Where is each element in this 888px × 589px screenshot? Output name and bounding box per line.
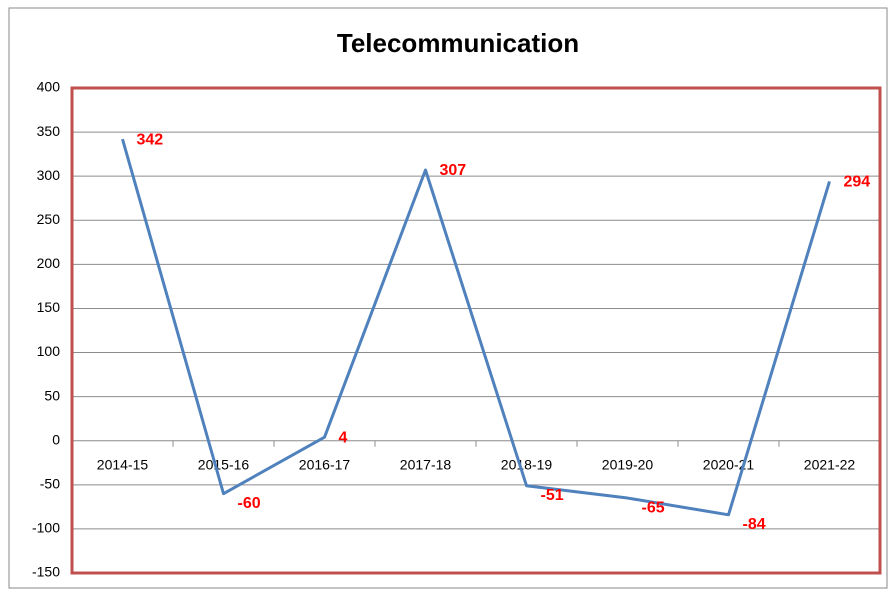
y-tick-label: 400	[37, 79, 61, 95]
y-tick-label: 100	[37, 343, 61, 359]
x-tick-label: 2019-20	[602, 456, 654, 472]
data-label: -84	[743, 516, 766, 533]
x-tick-label: 2021-22	[804, 456, 856, 472]
y-tick-label: 0	[52, 431, 60, 447]
chart-title: Telecommunication	[337, 28, 579, 58]
x-tick-label: 2015-16	[198, 456, 250, 472]
data-label: 307	[440, 162, 467, 179]
x-tick-label: 2018-19	[501, 456, 553, 472]
data-label: 294	[844, 174, 871, 191]
y-tick-label: 150	[37, 299, 61, 315]
plot-border	[70, 86, 882, 575]
data-label: 4	[339, 429, 348, 446]
x-tick-label: 2016-17	[299, 456, 351, 472]
data-label: 342	[137, 131, 164, 148]
y-tick-label: 250	[37, 211, 61, 227]
chart-frame	[8, 7, 888, 589]
data-label: -60	[238, 495, 261, 512]
y-tick-label: 50	[44, 387, 60, 403]
data-label: -51	[541, 487, 564, 504]
x-tick-label: 2017-18	[400, 456, 452, 472]
y-tick-label: 300	[37, 167, 61, 183]
y-tick-label: -150	[32, 564, 60, 580]
data-label: -65	[642, 499, 665, 516]
data-line	[121, 138, 831, 517]
y-tick-label: -50	[40, 476, 60, 492]
y-tick-label: -100	[32, 520, 60, 536]
y-tick-label: 350	[37, 123, 61, 139]
x-tick-label: 2014-15	[97, 456, 149, 472]
y-tick-label: 200	[37, 255, 61, 271]
